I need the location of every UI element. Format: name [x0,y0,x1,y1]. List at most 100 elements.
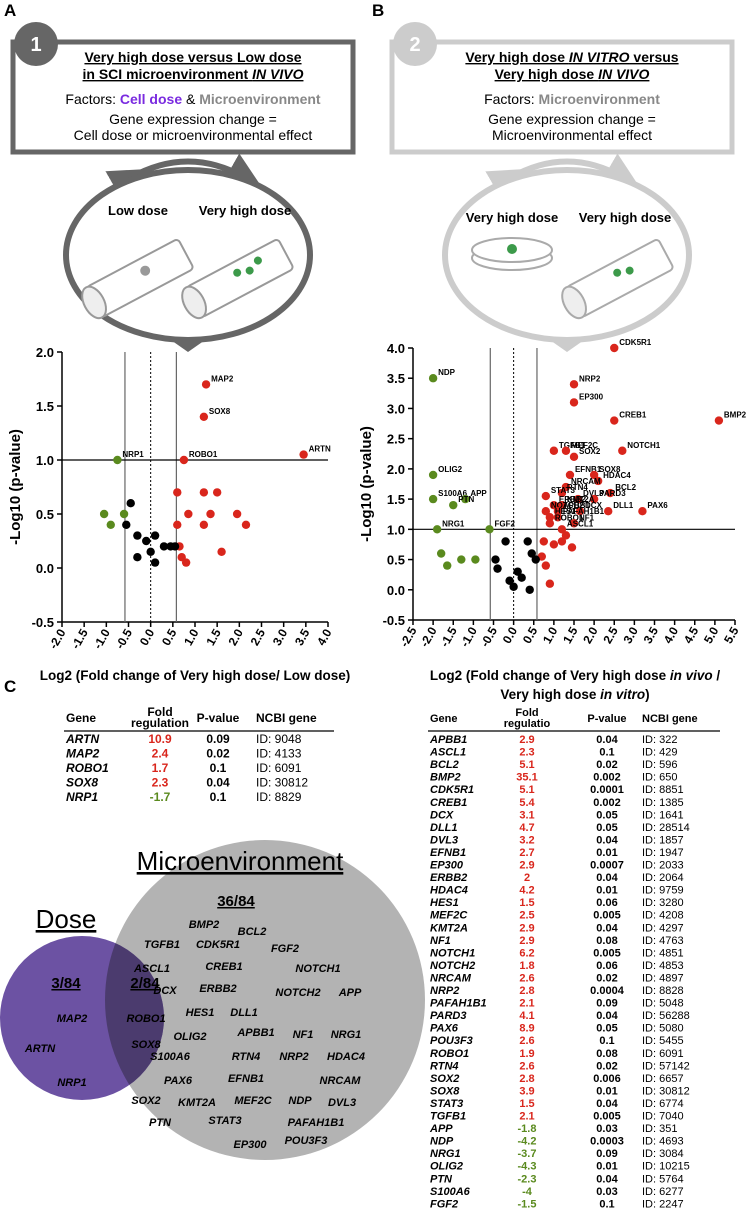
table-ncbi: ID: 3280 [642,897,684,909]
table-gene: TGFB1 [430,1111,466,1123]
data-point [457,555,466,564]
table-ncbi: ID: 8851 [642,784,684,796]
table-pvalue: 0.09 [596,998,617,1010]
data-point [471,555,480,564]
table-header: Gene [430,713,458,725]
table-pvalue: 0.1 [210,761,227,775]
table-pvalue: 0.006 [593,1073,621,1085]
table-ncbi: ID: 596 [642,759,677,771]
table-fold: 2 [524,872,530,884]
x-tick-label: -1.0 [458,624,481,649]
data-point [589,470,599,480]
venn-gene: TGFB1 [144,939,180,951]
venn-gene: APP [338,987,362,999]
table-fold: 2.6 [519,1035,534,1047]
table-gene: MEF2C [430,910,468,922]
panel-title-part: in SCI microenvironment [83,66,253,82]
data-point [461,494,470,504]
venn-gene: DVL3 [328,1097,356,1109]
x-tick-label: 1.5 [203,626,224,648]
panel-title: in SCI microenvironment IN VIVO [83,66,304,82]
venn-gene: CDK5R1 [196,939,240,951]
venn-gene: KMT2A [178,1097,216,1109]
table-fold: 2.9 [519,922,534,934]
table-pvalue: 0.04 [596,872,618,884]
table-gene: HDAC4 [430,885,468,897]
table-fold: 1.9 [519,1048,534,1060]
x-tick-label: 2.5 [248,626,269,648]
data-point [99,509,109,519]
effect-line: Cell dose or microenvironmental effect [74,127,313,143]
table-ncbi: ID: 6091 [642,1048,684,1060]
factors-line-part: Factors: [65,91,119,107]
data-point [146,547,155,556]
data-point [179,455,189,465]
y-tick-label: 0.0 [387,583,405,598]
table-gene: DVL3 [430,834,458,846]
panel-title: Very high dose versus Low dose [84,49,301,65]
group-label: Very high dose [579,210,671,225]
x-tick-label: 1.5 [560,624,581,646]
data-point [173,520,182,529]
y-tick-label: 1.0 [36,453,54,468]
table-header: NCBI gene [256,711,317,725]
table-ncbi: ID: 30812 [642,1085,690,1097]
table-ncbi: ID: 351 [642,1123,677,1135]
table-fold: 2.6 [519,1060,534,1072]
table-fold: -3.7 [518,1148,537,1160]
table-pvalue: 0.02 [596,759,617,771]
table-pvalue: 0.0003 [590,1136,624,1148]
data-point [638,507,647,516]
table-pvalue: 0.04 [596,734,618,746]
table-ncbi: ID: 1857 [642,834,684,846]
data-point [199,520,209,529]
data-point [122,520,131,529]
culture-dish [471,237,553,271]
factors-line-part: Microenvironment [199,91,321,107]
panel-b-box [389,39,735,155]
venn-gene: ROBO1 [126,1013,165,1025]
venn-micro [105,840,425,1160]
data-point [428,494,438,504]
y-tick-label: 1.5 [36,399,54,414]
table-pvalue: 0.05 [596,1023,617,1035]
down-arrow [168,338,208,352]
data-point [212,488,222,497]
table-gene: OLIG2 [430,1161,463,1173]
table-ncbi: ID: 4851 [642,947,684,959]
panel-title-part: Very high dose [465,49,568,65]
point-label: NF1 [579,513,595,522]
x-tick-label: 0.0 [137,626,158,648]
table-pvalue: 0.09 [596,1148,617,1160]
x-tick-label: -2.5 [397,624,420,649]
table-fold: 6.2 [519,947,534,959]
table-ncbi: ID: 6277 [642,1186,684,1198]
table-header: P-value [197,711,240,725]
venn-gene: PAFAH1B1 [288,1117,345,1129]
table-pvalue: 0.01 [596,1085,617,1097]
panel-letter: C [4,677,16,696]
table-pvalue: 0.002 [593,772,621,784]
table-ncbi: ID: 28514 [642,822,690,834]
point-label: EFNB1 [575,465,602,474]
venn-gene: SOX2 [131,1095,160,1107]
x-tick-label: 5.0 [701,624,722,646]
table-ncbi: ID: 2064 [642,872,684,884]
data-point [569,519,579,528]
effect-line: Gene expression change = [109,111,277,127]
table-ncbi: ID: 6774 [642,1098,684,1110]
table-pvalue: 0.05 [596,809,617,821]
table-pvalue: 0.04 [596,1098,618,1110]
data-point [126,499,135,508]
data-point [606,488,615,498]
table-fold: 5.1 [519,784,534,796]
data-point [170,542,180,551]
data-point [184,509,193,519]
venn-gene: APBB1 [236,1027,274,1039]
data-point [436,549,446,558]
data-point [569,380,579,389]
table-gene: APBB1 [429,734,467,746]
data-point [573,494,583,504]
table-gene: DCX [430,809,454,821]
venn-gene: HES1 [186,1007,215,1019]
